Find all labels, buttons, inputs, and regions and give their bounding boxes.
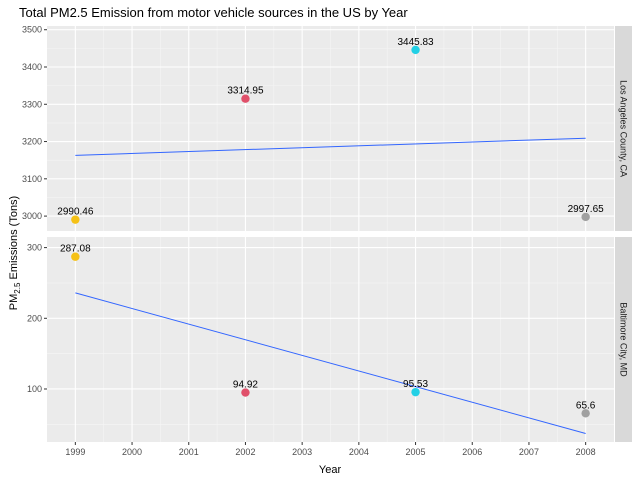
y-tick-label: 3000: [22, 211, 42, 221]
y-tick-label: 3100: [22, 174, 42, 184]
data-label: 3314.95: [227, 86, 264, 97]
facet-strip-label: Los Angeles County, CA: [619, 80, 629, 177]
y-tick-label: 100: [27, 384, 42, 394]
data-label: 2990.46: [57, 207, 94, 218]
trend-line: [75, 137, 586, 156]
facet-strip-label: Baltimore City, MD: [619, 302, 629, 377]
data-point: [241, 388, 250, 397]
x-axis-title: Year: [319, 464, 342, 476]
x-tick-label: 2002: [235, 447, 255, 457]
data-label: 65.6: [576, 400, 596, 411]
y-axis-title-main: PM: [8, 294, 20, 311]
data-point: [581, 212, 590, 222]
x-tick-label: 2003: [292, 447, 312, 457]
y-axis-title: PM2.5 Emissions (Tons): [8, 196, 22, 310]
y-tick-label: 3200: [22, 137, 42, 147]
y-tick-label: 200: [27, 313, 42, 323]
chart-title: Total PM2.5 Emission from motor vehicle …: [19, 5, 408, 20]
x-tick-label: 2008: [576, 447, 596, 457]
x-tick-label: 2005: [406, 447, 426, 457]
facet-strip: [615, 237, 632, 442]
data-label: 287.08: [60, 244, 91, 255]
data-label: 3445.83: [397, 37, 434, 48]
facet-panel-2: 100 200 300 287.08 94.92 95.53 65.6 Baltimore C…: [27, 237, 632, 442]
plot-area: 3000 3100 3200 3300 3400 3500 2990.46 3314.95 34…: [22, 25, 632, 457]
data-label: 2997.65: [568, 204, 605, 215]
y-tick-label: 3400: [22, 62, 42, 72]
data-point: [411, 387, 420, 397]
data-point: [71, 252, 80, 261]
x-tick-label: 2006: [462, 447, 482, 457]
facet-strip: [615, 26, 632, 231]
y-tick-label: 3300: [22, 99, 42, 109]
x-tick-label: 2001: [179, 447, 199, 457]
x-tick-label: 1999: [65, 447, 85, 457]
trend-line: [75, 292, 586, 434]
data-point: [241, 94, 250, 103]
x-tick-label: 2000: [122, 447, 142, 457]
y-axis-title-subscript: 2.5: [13, 282, 22, 294]
data-label: 95.53: [403, 379, 428, 390]
y-axis-title-rest: Emissions (Tons): [8, 196, 20, 283]
y-tick-label: 3500: [22, 25, 42, 35]
data-label: 94.92: [233, 380, 258, 391]
x-tick-label: 2004: [349, 447, 369, 457]
data-point: [581, 409, 590, 418]
data-point: [411, 45, 420, 55]
data-point: [71, 215, 80, 224]
x-tick-label: 2007: [519, 447, 539, 457]
facet-panel-1: 3000 3100 3200 3300 3400 3500 2990.46 3314.95 34…: [22, 25, 632, 231]
y-tick-label: 300: [27, 243, 42, 253]
